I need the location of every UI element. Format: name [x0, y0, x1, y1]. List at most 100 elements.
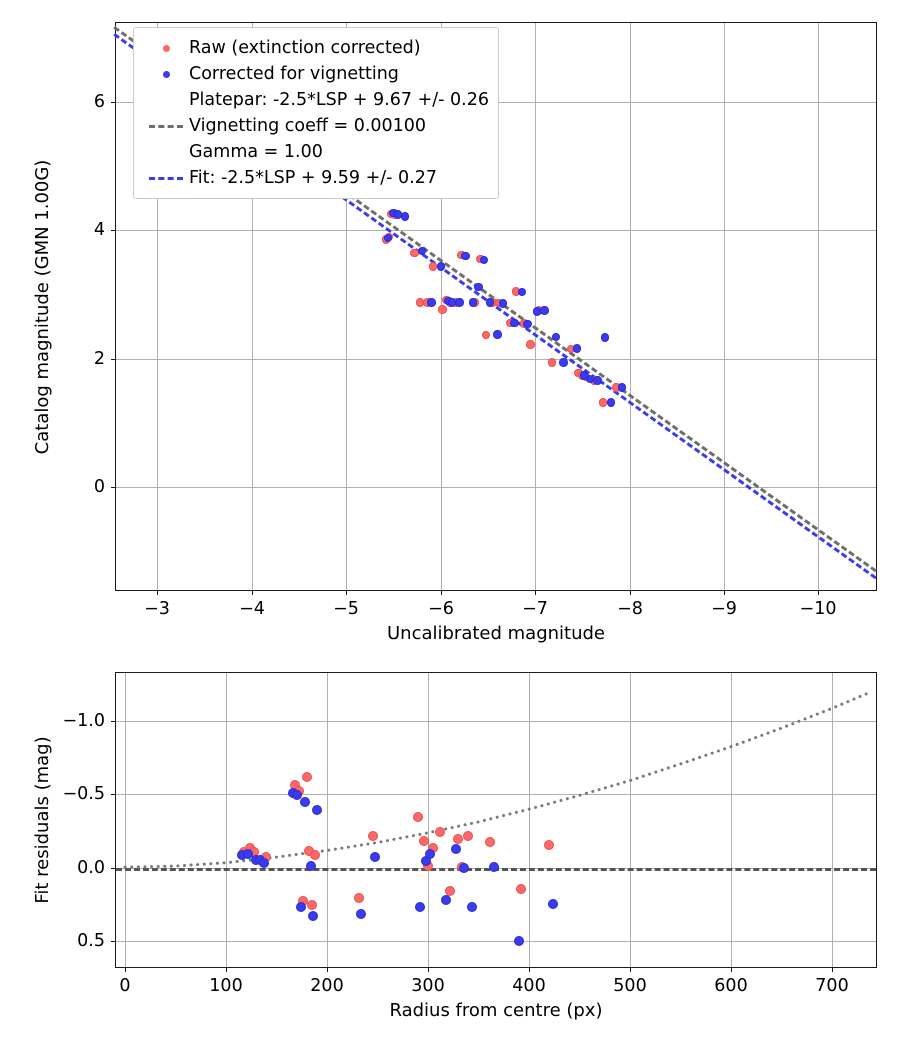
data-point [434, 826, 445, 837]
data-point [517, 287, 527, 297]
legend-entry: Corrected for vignetting [143, 61, 489, 87]
legend-label: Gamma = 1.00 [189, 142, 323, 162]
data-point [515, 884, 526, 895]
legend-label: Vignetting coeff = 0.00100 [189, 116, 427, 136]
data-point [543, 840, 554, 851]
x-axis-label: Uncalibrated magnitude [386, 623, 606, 644]
y-tick-label: 2 [93, 349, 105, 369]
data-point [526, 340, 535, 349]
data-point [459, 862, 470, 873]
gridline-vertical [327, 673, 328, 967]
data-point [418, 835, 429, 846]
data-point [311, 804, 322, 815]
x-tick-label: 700 [815, 976, 849, 996]
data-point [479, 255, 489, 265]
data-point [485, 298, 495, 307]
data-point [243, 848, 254, 859]
data-point [468, 298, 478, 307]
data-point [551, 332, 561, 342]
axis-tick-x [731, 968, 732, 972]
x-tick-label: −3 [144, 599, 170, 619]
x-tick-label: 200 [310, 976, 344, 996]
axis-tick-x [630, 591, 631, 595]
gridline-vertical [226, 673, 227, 967]
data-point [572, 344, 581, 353]
legend-key [143, 124, 189, 128]
data-point [547, 358, 557, 367]
gridline-vertical [832, 673, 833, 967]
axis-tick-y [111, 487, 115, 488]
axis-tick-x [529, 968, 530, 972]
x-tick-label: 600 [714, 976, 748, 996]
x-tick-label: −4 [239, 599, 265, 619]
plot-legend: Raw (extinction corrected) Corrected for … [133, 27, 499, 199]
axis-tick-x [630, 968, 631, 972]
x-tick-label: −5 [333, 599, 359, 619]
data-point [559, 358, 568, 367]
data-point [354, 893, 365, 904]
x-tick-label: 100 [209, 976, 243, 996]
axis-tick-x [252, 591, 253, 595]
data-point [523, 319, 532, 329]
data-point [417, 246, 427, 256]
data-point [481, 330, 491, 340]
data-point [513, 935, 524, 946]
legend-entry: Raw (extinction corrected) [143, 35, 489, 61]
axis-tick-x [125, 968, 126, 972]
gridline-horizontal [116, 941, 876, 942]
legend-label: Corrected for vignetting [189, 64, 399, 84]
legend-label-block: Platepar: -2.5*LSP + 9.67 +/- 0.26 Vignet… [189, 87, 489, 165]
axis-tick-x [327, 968, 328, 972]
axis-tick-x [346, 591, 347, 595]
data-point [510, 318, 519, 328]
data-point [474, 282, 483, 292]
axis-tick-y [111, 230, 115, 231]
data-point [441, 894, 452, 905]
data-point [438, 305, 447, 314]
axis-tick-x [724, 591, 725, 595]
dash-gray-icon [149, 124, 183, 128]
dash-blue-icon [149, 176, 183, 180]
data-point [600, 333, 610, 342]
data-point [307, 910, 318, 921]
data-point [455, 298, 464, 307]
data-point [295, 901, 306, 912]
data-point [606, 398, 615, 407]
gridline-vertical [630, 23, 631, 590]
gridline-vertical [529, 673, 530, 967]
gridline-vertical [724, 23, 725, 590]
y-tick-label: 6 [93, 92, 105, 112]
data-point [436, 262, 445, 271]
y-tick-label: 4 [93, 220, 105, 240]
data-point [299, 797, 310, 808]
axis-tick-x [832, 968, 833, 972]
axis-tick-x [535, 591, 536, 595]
data-point [400, 212, 410, 221]
data-point [368, 831, 379, 842]
data-point [370, 851, 381, 862]
data-point [445, 885, 456, 896]
y-tick-label: 0.5 [77, 931, 105, 951]
data-point [383, 233, 393, 243]
axis-tick-y [111, 941, 115, 942]
data-point [424, 848, 435, 859]
legend-label: Raw (extinction corrected) [189, 38, 421, 58]
gridline-horizontal [116, 230, 876, 231]
x-tick-label: 300 [411, 976, 445, 996]
gridline-vertical [346, 23, 347, 590]
data-point [309, 850, 320, 861]
marker-red-icon [162, 44, 170, 52]
data-point [412, 812, 423, 823]
x-tick-label: −10 [799, 599, 837, 619]
data-point [617, 383, 627, 392]
axis-tick-y [111, 721, 115, 722]
data-point [493, 330, 502, 339]
data-point [485, 837, 496, 848]
x-tick-label: −8 [617, 599, 643, 619]
x-tick-label: 400 [512, 976, 546, 996]
gridline-vertical [428, 673, 429, 967]
data-point [463, 831, 474, 842]
data-point [356, 909, 367, 920]
